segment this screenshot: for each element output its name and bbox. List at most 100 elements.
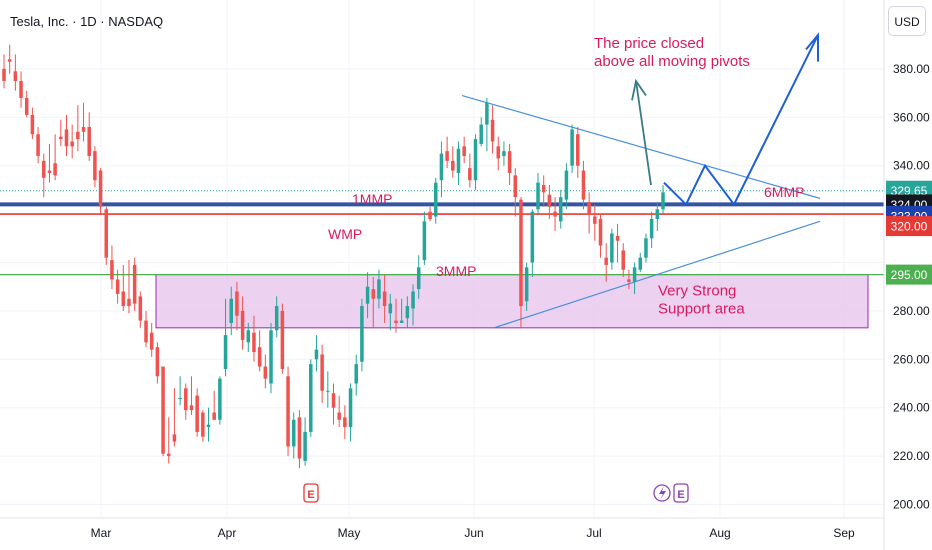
candle-body bbox=[564, 170, 569, 200]
candle-body bbox=[547, 194, 552, 207]
candle-body bbox=[576, 134, 580, 166]
candle-body bbox=[541, 185, 546, 193]
candle-body bbox=[144, 320, 148, 343]
label-wmp: WMP bbox=[328, 226, 362, 242]
candle-body bbox=[206, 424, 211, 428]
candle-body bbox=[263, 366, 268, 379]
candle-body bbox=[337, 412, 341, 420]
candle-body bbox=[490, 119, 495, 142]
candle-body bbox=[394, 320, 398, 323]
candle-body bbox=[445, 151, 449, 161]
candle-body bbox=[377, 279, 381, 299]
support-zone-label: Very Strong Support area bbox=[658, 283, 745, 318]
candle-body bbox=[64, 129, 69, 147]
label-1mmp: 1MMP bbox=[352, 191, 392, 207]
trendlines bbox=[461, 94, 821, 329]
candle-body bbox=[360, 306, 364, 362]
candle-body bbox=[274, 306, 279, 331]
candle-body bbox=[354, 364, 358, 384]
candle-body bbox=[252, 332, 256, 353]
candle-body bbox=[604, 257, 608, 265]
teal-arrow bbox=[635, 80, 652, 186]
candle-body bbox=[149, 332, 154, 350]
chart-title: Tesla, Inc. · 1D · NASDAQ bbox=[10, 14, 164, 29]
candle-body bbox=[348, 388, 353, 428]
candle-body bbox=[615, 235, 620, 241]
candle-body bbox=[121, 291, 126, 307]
y-tick-label: 380.00 bbox=[893, 62, 930, 76]
price-badge bbox=[886, 264, 932, 285]
time-axis[interactable]: Mar Apr May Jun Jul Aug Sep bbox=[0, 517, 884, 540]
candle-body bbox=[161, 366, 165, 454]
y-tick-label: 220.00 bbox=[893, 449, 930, 463]
earnings-marker-1 bbox=[303, 483, 319, 503]
candle-body bbox=[632, 267, 637, 282]
candle-body bbox=[462, 146, 466, 157]
candle-body bbox=[309, 364, 313, 432]
price-axis[interactable]: 200.00 220.00 240.00 260.00 280.00 340.00 360.… bbox=[883, 0, 932, 550]
candle-body bbox=[382, 291, 387, 307]
candle-body bbox=[627, 279, 631, 282]
y-tick-label: 340.00 bbox=[893, 159, 930, 173]
candle-body bbox=[649, 218, 654, 239]
candle-body bbox=[93, 151, 97, 181]
price-levels bbox=[0, 190, 884, 276]
candle-body bbox=[558, 197, 563, 222]
candle-body bbox=[24, 97, 29, 115]
candle-body bbox=[451, 160, 455, 171]
candle-body bbox=[433, 182, 438, 217]
candle-body bbox=[240, 310, 245, 340]
candle-body bbox=[405, 306, 410, 319]
candle-body bbox=[422, 221, 427, 261]
candle-body bbox=[468, 168, 472, 181]
candle-body bbox=[138, 296, 143, 321]
y-tick-label: 260.00 bbox=[893, 352, 930, 366]
candle-body bbox=[47, 170, 52, 173]
candle-body bbox=[399, 320, 404, 323]
support-zone: Very Strong Support area bbox=[155, 274, 869, 329]
earnings-marker-1-text: E bbox=[307, 489, 314, 501]
candle-body bbox=[513, 175, 518, 198]
currency-button[interactable]: USD bbox=[888, 6, 926, 36]
x-tick-label: Sep bbox=[833, 526, 855, 540]
candle-body bbox=[2, 68, 6, 81]
label-3mmp: 3MMP bbox=[436, 263, 476, 279]
candle-body bbox=[456, 148, 461, 173]
candle-body bbox=[303, 431, 307, 461]
candle-body bbox=[439, 153, 444, 181]
candle-body bbox=[235, 291, 239, 316]
candle-body bbox=[502, 151, 506, 157]
candle-body bbox=[326, 390, 330, 392]
candle-body bbox=[593, 216, 597, 224]
grid-lines bbox=[0, 0, 884, 518]
candle-body bbox=[269, 330, 273, 384]
candle-body bbox=[42, 160, 46, 178]
x-tick-label: Mar bbox=[91, 526, 112, 540]
label-6mmp: 6MMP bbox=[764, 184, 804, 200]
candle-body bbox=[610, 233, 614, 263]
candle-body bbox=[644, 238, 648, 258]
candle-body bbox=[201, 412, 205, 437]
candle-body bbox=[115, 279, 120, 294]
candle-body bbox=[428, 211, 432, 219]
candle-body bbox=[473, 139, 478, 181]
candle-body bbox=[19, 81, 23, 98]
candle-body bbox=[530, 211, 535, 263]
earnings-marker-2-text: E bbox=[677, 489, 684, 501]
candle-body bbox=[166, 453, 171, 457]
candle-body bbox=[314, 349, 319, 360]
x-tick-label: Aug bbox=[709, 526, 730, 540]
candle-body bbox=[178, 398, 182, 400]
x-tick-label: May bbox=[338, 526, 361, 540]
candle-body bbox=[30, 114, 35, 135]
candles bbox=[2, 44, 665, 469]
candle-body bbox=[297, 417, 302, 459]
candle-body bbox=[257, 347, 262, 367]
candle-body bbox=[291, 419, 296, 447]
candle-body bbox=[110, 260, 114, 280]
x-tick-label: Jul bbox=[586, 526, 601, 540]
candle-body bbox=[81, 126, 86, 132]
candle-body bbox=[320, 354, 324, 391]
